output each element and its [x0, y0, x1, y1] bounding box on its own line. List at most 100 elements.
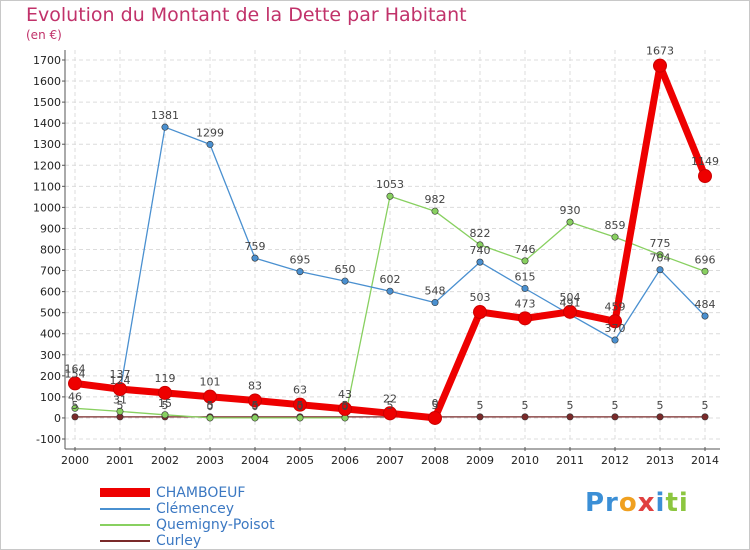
- point-quemigny-poisot: [296, 414, 304, 422]
- axes: -100010020030040050060070080090010001100…: [33, 50, 720, 467]
- point-clemencey: [701, 312, 709, 320]
- x-tick-label: 2003: [196, 454, 224, 467]
- y-tick-label: 1400: [33, 117, 61, 130]
- point-quemigny-poisot: [116, 407, 124, 415]
- unit-label: (en €): [26, 28, 62, 42]
- point-clemencey: [611, 336, 619, 344]
- logo-part: o: [618, 488, 638, 518]
- proxiti-logo: Proxiti: [585, 488, 689, 518]
- data-label-quemigny-poisot: 15: [158, 397, 172, 410]
- point-clemencey: [296, 268, 304, 276]
- point-curley: [701, 413, 709, 421]
- point-clemencey: [341, 277, 349, 285]
- y-tick-label: 1100: [33, 180, 61, 193]
- x-tick-label: 2008: [421, 454, 449, 467]
- y-tick-label: 400: [40, 328, 61, 341]
- logo-part: x: [637, 488, 656, 518]
- data-label-chamboeuf: 504: [560, 291, 581, 304]
- y-tick-label: 1600: [33, 75, 61, 88]
- x-tick-label: 2004: [241, 454, 269, 467]
- data-label-curley: 5: [432, 399, 439, 412]
- y-tick-label: 600: [40, 286, 61, 299]
- x-tick-label: 2001: [106, 454, 134, 467]
- x-tick-label: 2002: [151, 454, 179, 467]
- x-tick-label: 2010: [511, 454, 539, 467]
- data-label-chamboeuf: 43: [338, 388, 352, 401]
- data-label-chamboeuf: 119: [155, 372, 176, 385]
- data-label-curley: 5: [522, 399, 529, 412]
- data-label-quemigny-poisot: 696: [695, 253, 716, 266]
- data-label-chamboeuf: 164: [65, 362, 86, 375]
- data-label-chamboeuf: 22: [383, 392, 397, 405]
- y-tick-label: 500: [40, 307, 61, 320]
- point-chamboeuf: [68, 376, 82, 391]
- point-chamboeuf: [248, 393, 262, 408]
- point-chamboeuf: [293, 397, 307, 412]
- point-quemigny-poisot: [656, 251, 664, 259]
- point-chamboeuf: [338, 401, 352, 416]
- data-label-quemigny-poisot: 1053: [376, 178, 404, 191]
- data-label-chamboeuf: 83: [248, 379, 262, 392]
- data-label-quemigny-poisot: 775: [650, 237, 671, 250]
- data-label-clemencey: 548: [425, 285, 446, 298]
- data-label-quemigny-poisot: 930: [560, 204, 581, 217]
- x-tick-label: 2011: [556, 454, 584, 467]
- data-label-clemencey: 484: [695, 298, 716, 311]
- point-quemigny-poisot: [476, 241, 484, 249]
- data-label-clemencey: 650: [335, 263, 356, 276]
- data-label-chamboeuf: 0: [432, 397, 439, 410]
- data-label-curley: 5: [477, 399, 484, 412]
- point-curley: [71, 413, 79, 421]
- data-label-curley: 5: [567, 399, 574, 412]
- point-chamboeuf: [563, 304, 577, 319]
- data-label-chamboeuf: 1673: [646, 45, 674, 58]
- data-label-quemigny-poisot: 0: [207, 400, 214, 413]
- data-label-curley: 5: [72, 399, 79, 412]
- data-label-clemencey: 602: [380, 273, 401, 286]
- point-chamboeuf: [428, 410, 442, 425]
- y-tick-label: 700: [40, 265, 61, 278]
- data-label-quemigny-poisot: 46: [68, 390, 82, 403]
- data-label-clemencey: 695: [290, 254, 311, 267]
- point-curley: [611, 413, 619, 421]
- point-quemigny-poisot: [251, 414, 259, 422]
- data-label-clemencey: 154: [65, 368, 86, 381]
- data-label-clemencey: 370: [605, 322, 626, 335]
- point-chamboeuf: [158, 385, 172, 400]
- point-curley: [521, 413, 529, 421]
- point-clemencey: [521, 284, 529, 292]
- point-chamboeuf: [113, 382, 127, 397]
- x-tick-label: 2007: [376, 454, 404, 467]
- x-tick-label: 2000: [61, 454, 89, 467]
- data-label-quemigny-poisot: 0: [342, 400, 349, 413]
- y-tick-label: 100: [40, 391, 61, 404]
- point-clemencey: [656, 266, 664, 274]
- logo-part: Pr: [585, 488, 619, 518]
- data-label-quemigny-poisot: 0: [252, 400, 259, 413]
- y-tick-label: -100: [36, 433, 61, 446]
- legend-label-quemigny-poisot: Quemigny-Poisot: [156, 517, 275, 533]
- data-label-clemencey: 740: [470, 244, 491, 257]
- point-quemigny-poisot: [206, 414, 214, 422]
- data-label-curley: 5: [612, 399, 619, 412]
- point-quemigny-poisot: [566, 218, 574, 226]
- y-tick-label: 900: [40, 222, 61, 235]
- point-clemencey: [251, 254, 259, 262]
- series: [68, 58, 712, 425]
- data-label-quemigny-poisot: 822: [470, 227, 491, 240]
- point-quemigny-poisot: [71, 404, 79, 412]
- data-label-curley: 5: [657, 399, 664, 412]
- point-quemigny-poisot: [431, 207, 439, 215]
- data-label-quemigny-poisot: 982: [425, 193, 446, 206]
- data-label-curley: 5: [387, 399, 394, 412]
- x-tick-label: 2009: [466, 454, 494, 467]
- point-chamboeuf: [518, 311, 532, 326]
- data-labels: 164 137 119 101 83 63 43 22 0 503 473 504 459 1673 114…: [65, 45, 720, 413]
- data-label-quemigny-poisot: 0: [297, 400, 304, 413]
- x-tick-label: 2006: [331, 454, 359, 467]
- data-label-quemigny-poisot: 746: [515, 243, 536, 256]
- data-label-clemencey: 1299: [196, 126, 224, 139]
- legend-swatch-chamboeuf: [100, 488, 150, 497]
- data-label-clemencey: 759: [245, 240, 266, 253]
